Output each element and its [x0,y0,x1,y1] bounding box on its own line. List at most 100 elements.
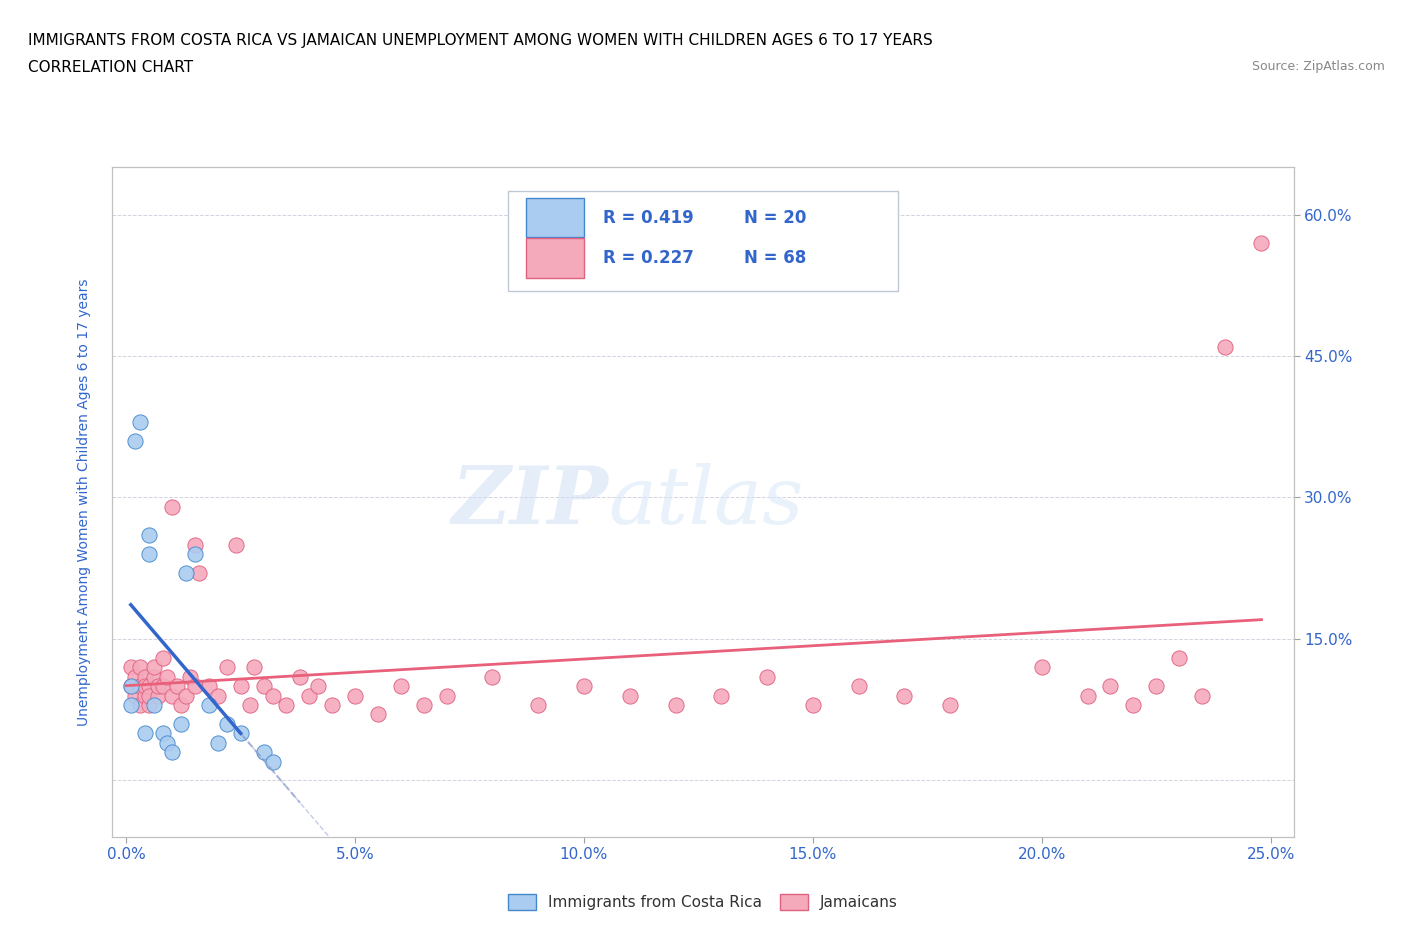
Text: CORRELATION CHART: CORRELATION CHART [28,60,193,75]
Point [160,688,183,703]
Text: IMMIGRANTS FROM COSTA RICA VS JAMAICAN UNEMPLOYMENT AMONG WOMEN WITH CHILDREN AG: IMMIGRANTS FROM COSTA RICA VS JAMAICAN U… [28,33,932,47]
Point [321,698,343,712]
Point [120,659,142,674]
Point [148,688,170,703]
Point [527,698,550,712]
Point [124,670,146,684]
Point [298,688,321,703]
Point [188,565,211,580]
Point [1122,698,1144,712]
Point [412,698,434,712]
Point [262,688,284,703]
Text: R = 0.419: R = 0.419 [603,208,693,227]
Point [207,688,229,703]
Y-axis label: Unemployment Among Women with Children Ages 6 to 17 years: Unemployment Among Women with Children A… [77,278,91,726]
Point [134,688,156,703]
Text: N = 68: N = 68 [744,249,807,267]
Point [142,698,165,712]
Point [207,736,229,751]
Point [138,688,160,703]
Point [138,527,160,542]
Point [252,679,274,694]
Point [120,698,142,712]
Point [129,698,152,712]
Text: atlas: atlas [609,463,804,541]
Point [308,679,330,694]
Point [262,754,284,769]
Point [160,499,183,514]
Point [1250,235,1272,250]
Point [138,698,160,712]
Point [120,679,142,694]
Point [225,538,247,552]
Point [215,716,238,731]
Point [142,670,165,684]
FancyBboxPatch shape [526,198,583,237]
Point [229,679,252,694]
Text: N = 20: N = 20 [744,208,807,227]
Point [848,679,870,694]
Point [939,698,962,712]
FancyBboxPatch shape [508,191,898,291]
Point [756,670,779,684]
Point [184,547,207,562]
Point [436,688,458,703]
Point [152,650,174,665]
Point [134,679,156,694]
Point [572,679,595,694]
Point [801,698,824,712]
Point [156,670,179,684]
Point [276,698,298,712]
Point [481,670,503,684]
Point [129,679,152,694]
Point [389,679,412,694]
Legend: Immigrants from Costa Rica, Jamaicans: Immigrants from Costa Rica, Jamaicans [502,888,904,916]
Point [129,659,152,674]
Text: R = 0.227: R = 0.227 [603,249,693,267]
Point [152,725,174,740]
Point [184,538,207,552]
Point [229,725,252,740]
Point [124,433,146,448]
Point [124,688,146,703]
Point [288,670,311,684]
Point [138,679,160,694]
Point [184,679,207,694]
Point [239,698,262,712]
Point [170,698,193,712]
Point [243,659,266,674]
Point [1076,688,1098,703]
Point [197,679,219,694]
Point [156,736,179,751]
Point [160,745,183,760]
Point [619,688,641,703]
Point [129,415,152,430]
Point [664,698,686,712]
Point [344,688,367,703]
Point [148,679,170,694]
Point [1168,650,1191,665]
Point [134,725,156,740]
Point [197,698,219,712]
Point [1191,688,1213,703]
Point [152,679,174,694]
Point [166,679,188,694]
Point [367,707,389,722]
Point [1099,679,1122,694]
Point [215,659,238,674]
Point [893,688,915,703]
Point [142,659,165,674]
FancyBboxPatch shape [526,238,583,277]
Text: Source: ZipAtlas.com: Source: ZipAtlas.com [1251,60,1385,73]
Point [1031,659,1053,674]
Point [174,688,197,703]
Point [1213,339,1236,354]
Point [134,670,156,684]
Point [252,745,274,760]
Text: ZIP: ZIP [451,463,609,541]
Point [1144,679,1167,694]
Point [120,679,142,694]
Point [138,547,160,562]
Point [179,670,201,684]
Point [170,716,193,731]
